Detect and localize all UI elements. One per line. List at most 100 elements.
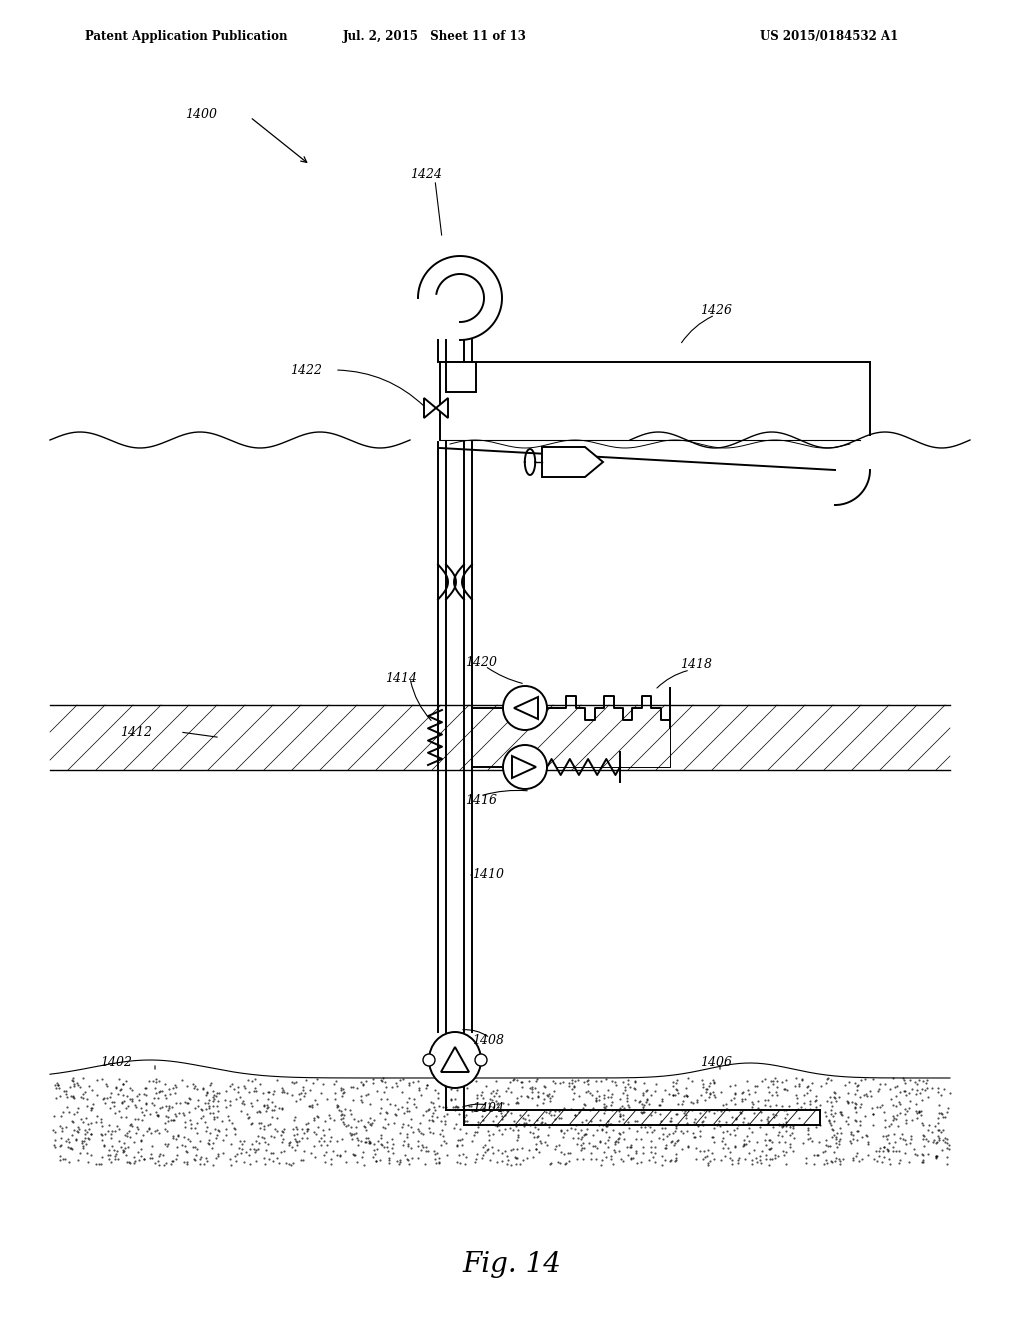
- Point: [265, 1081, 282, 1102]
- Point: [53, 1121, 70, 1142]
- Point: [545, 1071, 561, 1092]
- Point: [916, 1135, 933, 1156]
- Point: [764, 1133, 780, 1154]
- Point: [65, 1085, 81, 1106]
- Point: [354, 1142, 371, 1163]
- Point: [663, 1131, 679, 1152]
- Point: [170, 1125, 186, 1146]
- Point: [706, 1084, 722, 1105]
- Point: [142, 1122, 159, 1143]
- Point: [188, 1144, 205, 1166]
- Point: [638, 1092, 654, 1113]
- Point: [822, 1135, 839, 1156]
- Point: [849, 1130, 865, 1151]
- Point: [474, 1081, 490, 1102]
- Point: [395, 1068, 412, 1089]
- Point: [934, 1104, 950, 1125]
- Point: [514, 1137, 530, 1158]
- Point: [126, 1152, 142, 1173]
- Point: [829, 1137, 846, 1158]
- Point: [198, 1085, 214, 1106]
- Point: [150, 1106, 166, 1127]
- Point: [124, 1080, 140, 1101]
- Point: [877, 1117, 893, 1138]
- Point: [437, 1071, 454, 1092]
- Point: [686, 1126, 702, 1147]
- Point: [699, 1152, 716, 1173]
- Point: [160, 1100, 176, 1121]
- Point: [209, 1125, 225, 1146]
- Point: [812, 1094, 828, 1115]
- Point: [335, 1082, 351, 1104]
- Point: [508, 1148, 524, 1170]
- Point: [244, 1071, 260, 1092]
- Point: [819, 1090, 836, 1111]
- Point: [583, 1082, 599, 1104]
- Point: [58, 1117, 75, 1138]
- Point: [703, 1127, 720, 1148]
- Point: [241, 1144, 257, 1166]
- Point: [762, 1071, 778, 1092]
- Point: [572, 1129, 589, 1150]
- Point: [302, 1142, 318, 1163]
- Point: [611, 1122, 628, 1143]
- Point: [361, 1093, 378, 1114]
- Point: [421, 1109, 437, 1130]
- Point: [760, 1110, 776, 1131]
- Point: [466, 1125, 482, 1146]
- Point: [199, 1081, 215, 1102]
- Point: [733, 1102, 750, 1123]
- Point: [553, 1121, 569, 1142]
- Point: [459, 1077, 475, 1098]
- Point: [361, 1107, 378, 1129]
- Point: [122, 1127, 138, 1148]
- Point: [908, 1107, 925, 1129]
- Point: [66, 1088, 82, 1109]
- Point: [771, 1131, 787, 1152]
- Point: [154, 1081, 170, 1102]
- Point: [594, 1119, 610, 1140]
- Point: [191, 1131, 208, 1152]
- Point: [292, 1088, 308, 1109]
- Point: [387, 1094, 403, 1115]
- Point: [201, 1130, 217, 1151]
- Point: [94, 1115, 111, 1137]
- Point: [598, 1115, 614, 1137]
- Point: [778, 1121, 795, 1142]
- Point: [395, 1102, 412, 1123]
- Point: [656, 1117, 673, 1138]
- Point: [121, 1121, 137, 1142]
- Point: [122, 1088, 138, 1109]
- Point: [772, 1114, 788, 1135]
- Point: [722, 1089, 738, 1110]
- Point: [484, 1137, 501, 1158]
- Point: [651, 1094, 668, 1115]
- Point: [381, 1148, 397, 1170]
- Point: [614, 1107, 631, 1129]
- Point: [763, 1148, 779, 1170]
- Point: [51, 1135, 68, 1156]
- Point: [487, 1106, 504, 1127]
- Point: [490, 1085, 507, 1106]
- Point: [697, 1107, 714, 1129]
- Point: [726, 1119, 742, 1140]
- Point: [841, 1072, 857, 1093]
- Point: [449, 1134, 465, 1155]
- Point: [939, 1101, 955, 1122]
- Point: [743, 1097, 760, 1118]
- Point: [588, 1090, 604, 1111]
- Point: [823, 1104, 840, 1125]
- Point: [796, 1092, 812, 1113]
- Point: [667, 1150, 683, 1171]
- Point: [603, 1114, 620, 1135]
- Point: [378, 1102, 394, 1123]
- Point: [165, 1110, 181, 1131]
- Point: [131, 1089, 147, 1110]
- Point: [146, 1094, 163, 1115]
- Point: [907, 1143, 924, 1164]
- Point: [817, 1130, 834, 1151]
- Point: [850, 1121, 866, 1142]
- Point: [724, 1106, 740, 1127]
- Point: [826, 1082, 843, 1104]
- Point: [656, 1137, 673, 1158]
